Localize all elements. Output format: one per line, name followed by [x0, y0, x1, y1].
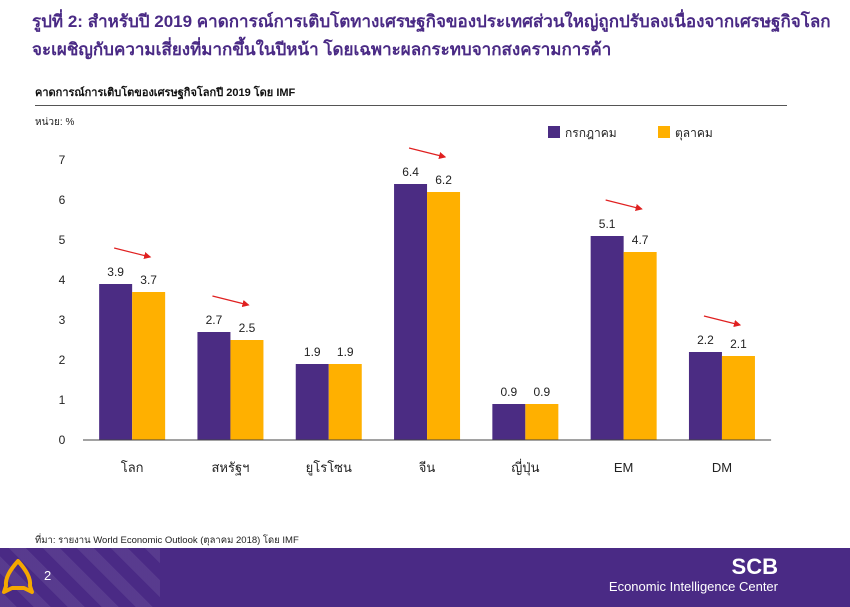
data-label: 2.7	[206, 313, 223, 327]
data-label: 2.5	[239, 321, 256, 335]
data-label: 2.2	[697, 333, 714, 347]
downgrade-arrow-icon	[703, 315, 742, 328]
brand: SCB Economic Intelligence Center	[609, 556, 778, 596]
brand-subtitle: Economic Intelligence Center	[608, 579, 778, 594]
data-label: 5.1	[599, 217, 616, 231]
data-label: 1.9	[337, 345, 354, 359]
bar-july	[197, 332, 231, 440]
bar-october	[132, 292, 166, 440]
page-title: รูปที่ 2: สำหรับปี 2019 คาดการณ์การเติบโ…	[32, 12, 831, 59]
source-note: ที่มา: รายงาน World Economic Outlook (ตุ…	[35, 535, 299, 546]
legend-swatch	[548, 126, 560, 138]
bar-october	[230, 340, 264, 440]
page-number: 2	[44, 568, 52, 583]
downgrade-arrow-icon	[408, 147, 447, 160]
data-label: 3.9	[107, 265, 124, 279]
y-tick-label: 1	[59, 393, 66, 407]
y-tick-label: 3	[59, 313, 66, 327]
data-label: 6.4	[402, 165, 419, 179]
downgrade-arrow-icon	[212, 295, 250, 308]
bar-july	[492, 404, 526, 440]
y-tick-label: 5	[59, 233, 66, 247]
bar-july	[590, 236, 624, 440]
legend-swatch	[658, 126, 670, 138]
footer-band: 2 SCB Economic Intelligence Center	[0, 548, 850, 607]
bar-july	[394, 184, 428, 440]
bar-october	[623, 252, 657, 440]
title-divider	[35, 105, 787, 106]
legend-label: ตุลาคม	[675, 126, 713, 141]
y-tick-label: 6	[59, 193, 66, 207]
bar-october	[328, 364, 362, 440]
brand-name: SCB	[731, 554, 778, 579]
x-tick-label: จีน	[418, 460, 435, 475]
data-label: 0.9	[501, 385, 518, 399]
bar-october	[721, 356, 755, 440]
y-tick-label: 4	[59, 273, 66, 287]
x-tick-label: EM	[614, 460, 634, 475]
legend-label: กรกฎาคม	[565, 126, 617, 140]
x-tick-label: ยูโรโซน	[306, 460, 352, 476]
bar-july	[688, 352, 722, 440]
bar-october	[525, 404, 559, 440]
data-label: 4.7	[632, 233, 649, 247]
bar-october	[427, 192, 461, 440]
bar-july	[295, 364, 329, 440]
data-label: 6.2	[435, 173, 452, 187]
downgrade-arrow-icon	[114, 247, 152, 260]
data-label: 2.1	[730, 337, 747, 351]
data-label: 3.7	[140, 273, 157, 287]
chart-title: คาดการณ์การเติบโตของเศรษฐกิจโลกปี 2019 โ…	[35, 87, 296, 99]
data-label: 0.9	[534, 385, 551, 399]
y-tick-label: 0	[59, 433, 66, 447]
y-tick-label: 2	[59, 353, 66, 367]
x-tick-label: DM	[712, 460, 732, 475]
decorative-pattern	[0, 548, 160, 607]
unit-label: หน่วย: %	[35, 117, 75, 128]
scb-logo-icon	[2, 559, 34, 594]
y-tick-label: 7	[59, 153, 66, 167]
bar-july	[99, 284, 133, 440]
bar-chart: 0 1 2 3 4 5 6 7 3.9 3.7 โลก 2.7 2.5 สหรัฐฯ 1.9 1.9 ยูโรโ…	[59, 126, 772, 476]
x-tick-label: สหรัฐฯ	[211, 460, 249, 476]
x-tick-label: ญี่ปุ่น	[511, 459, 539, 476]
downgrade-arrow-icon	[605, 199, 643, 212]
x-tick-label: โลก	[121, 460, 144, 475]
data-label: 1.9	[304, 345, 321, 359]
